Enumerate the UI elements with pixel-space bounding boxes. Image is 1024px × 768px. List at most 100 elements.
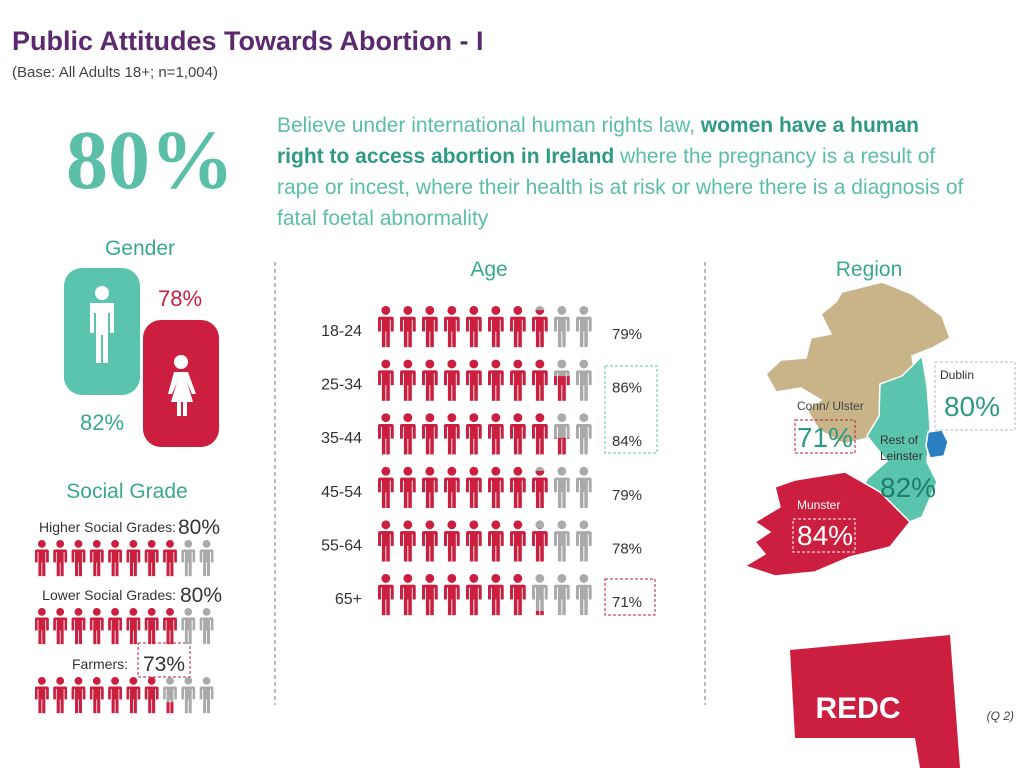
age-value: 84% — [612, 433, 642, 450]
age-value: 79% — [612, 326, 642, 343]
person-icon — [532, 574, 548, 616]
region-name: Munster — [797, 498, 840, 512]
person-icon-filled — [400, 574, 416, 616]
person-icon-filled — [378, 359, 394, 401]
person-icon-filled — [422, 466, 438, 508]
icon-row — [35, 608, 214, 645]
age-label: 25-34 — [321, 377, 362, 394]
person-icon-filled — [444, 520, 460, 562]
person-icon-filled — [444, 413, 460, 455]
person-icon — [576, 359, 592, 401]
age-label: 18-24 — [321, 323, 362, 340]
person-icon-filled — [532, 359, 548, 401]
person-icon-filled — [126, 677, 141, 714]
person-icon-filled — [510, 306, 526, 348]
person-icon — [576, 306, 592, 348]
icon-row — [378, 413, 592, 455]
person-icon-filled — [510, 520, 526, 562]
age-label: 55-64 — [321, 537, 362, 554]
base-note: (Base: All Adults 18+; n=1,004) — [12, 64, 218, 81]
person-icon-filled — [35, 608, 49, 645]
person-icon — [576, 520, 592, 562]
person-icon-filled — [53, 677, 68, 714]
person-icon — [554, 413, 570, 455]
region-value: 82% — [880, 472, 936, 503]
person-icon-filled — [466, 413, 482, 455]
icon-row — [378, 520, 592, 562]
person-icon-filled — [71, 608, 86, 645]
text: where the pregnancy is a result of rape … — [277, 145, 964, 230]
person-icon-filled — [108, 540, 122, 577]
person-icon-filled — [126, 540, 141, 577]
person-icon-filled — [444, 359, 460, 401]
text-bold: women have a human right to access abort… — [277, 114, 919, 168]
person-icon-filled — [35, 540, 49, 577]
person-icon-filled — [144, 677, 159, 714]
grade-value: 80% — [178, 516, 220, 539]
highlight-box — [792, 518, 856, 553]
person-icon — [554, 574, 570, 616]
female-value: 78% — [158, 286, 202, 311]
person-icon-filled — [108, 677, 122, 714]
logo-shape — [790, 635, 960, 768]
age-label: 35-44 — [321, 430, 362, 447]
person-icon-filled — [89, 608, 104, 645]
person-icon-filled — [532, 413, 548, 455]
highlight-box — [604, 365, 658, 454]
person-icon-filled — [444, 306, 460, 348]
age-value: 71% — [612, 594, 642, 611]
text: Believe under international human rights… — [277, 114, 701, 137]
person-icon-filled — [35, 677, 49, 714]
female-icon — [168, 355, 196, 416]
person-icon-filled — [444, 574, 460, 616]
person-icon-filled — [535, 611, 544, 616]
person-icon-filled — [510, 359, 526, 401]
headline-value: 80% — [66, 114, 234, 207]
person-icon-filled — [422, 520, 438, 562]
grade-value: 80% — [180, 584, 222, 607]
person-icon — [199, 540, 214, 577]
person-icon-filled — [126, 608, 141, 645]
person-icon-filled — [422, 306, 438, 348]
age-value: 86% — [612, 380, 642, 397]
person-icon-filled — [488, 466, 504, 508]
person-icon — [554, 306, 570, 348]
person-icon-filled — [488, 520, 504, 562]
highlight-box — [137, 642, 191, 678]
person-icon-filled — [422, 359, 438, 401]
person-icon-filled — [466, 306, 482, 348]
male-value: 82% — [80, 410, 124, 435]
person-icon-filled — [488, 413, 504, 455]
person-icon-filled — [144, 540, 159, 577]
icon-row — [378, 574, 592, 616]
person-icon-filled — [378, 413, 394, 455]
person-icon-filled — [466, 520, 482, 562]
person-icon — [554, 466, 570, 508]
highlight-box — [794, 419, 856, 454]
male-icon — [90, 286, 114, 363]
person-icon-filled — [53, 540, 68, 577]
person-icon — [576, 466, 592, 508]
person-icon-filled — [466, 574, 482, 616]
person-icon-filled — [422, 413, 438, 455]
icon-row — [378, 306, 592, 348]
person-icon-filled — [400, 306, 416, 348]
age-value: 78% — [612, 540, 642, 557]
person-icon-filled — [163, 608, 177, 645]
person-icon-filled — [89, 540, 104, 577]
person-icon-filled — [71, 677, 86, 714]
logo: REDC — [815, 692, 900, 725]
person-icon-filled — [163, 540, 177, 577]
person-icon — [181, 677, 196, 714]
person-icon-filled — [488, 574, 504, 616]
person-icon — [199, 608, 214, 645]
person-icon-filled — [166, 702, 174, 714]
headline-text: Believe under international human rights… — [277, 110, 967, 234]
person-icon-filled — [510, 466, 526, 508]
person-icon-filled — [400, 413, 416, 455]
person-icon-filled — [488, 359, 504, 401]
icon-row — [378, 466, 592, 508]
region-name: Dublin — [940, 368, 974, 382]
